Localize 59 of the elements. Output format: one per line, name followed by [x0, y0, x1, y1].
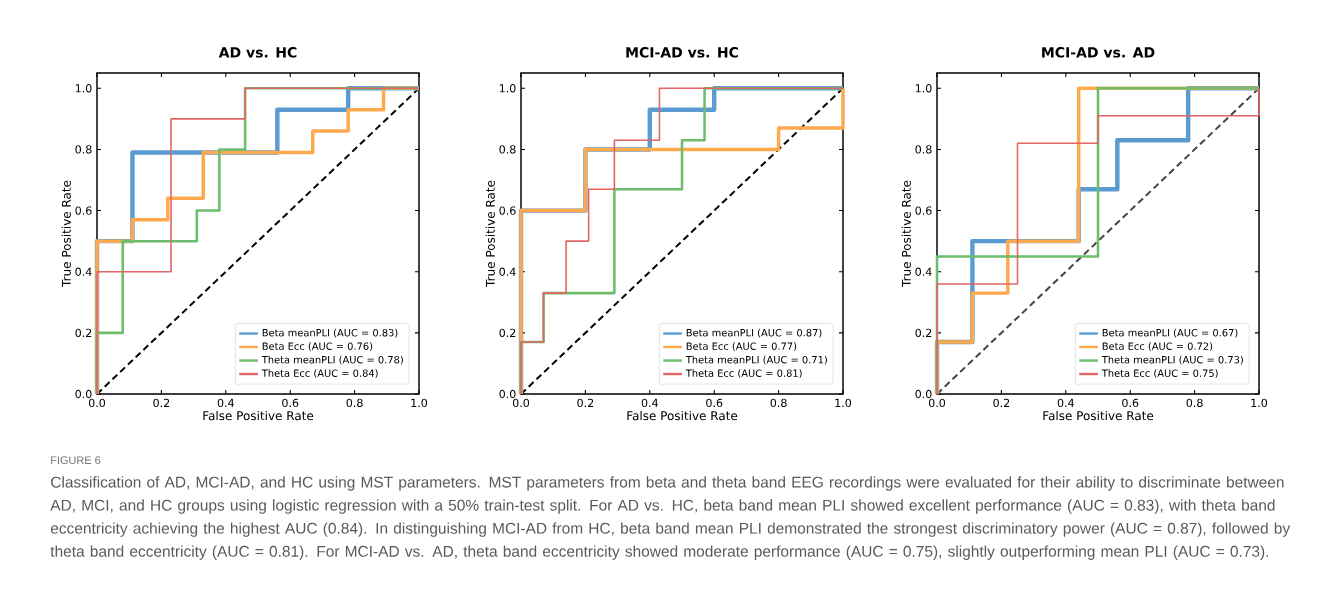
y-tick-label: 0.2: [915, 328, 932, 338]
y-tick-label: 0.4: [499, 267, 516, 276]
y-axis-title: True Positive Rate: [61, 180, 71, 287]
x-tick-label: 0.2: [153, 398, 170, 408]
x-tick-label: 0.0: [928, 398, 946, 408]
y-tick-label: 1.0: [499, 84, 516, 93]
x-axis-title: False Positive Rate: [627, 410, 738, 421]
y-tick-label: 0.6: [75, 206, 92, 215]
x-tick-label: 1.0: [1251, 398, 1268, 408]
y-tick-label: 1.0: [75, 84, 92, 93]
legend-label: Theta meanPLI (AUC = 0.73): [1101, 355, 1243, 365]
legend-label: Theta Ecc (AUC = 0.84): [261, 369, 378, 379]
legend-label: Beta meanPLI (AUC = 0.83): [262, 328, 398, 338]
x-tick-label: 0.0: [88, 398, 106, 408]
y-tick-label: 0.2: [499, 328, 516, 338]
x-tick-label: 0.4: [1057, 398, 1074, 408]
legend-label: Beta meanPLI (AUC = 0.87): [686, 328, 822, 338]
x-tick-label: 0.6: [282, 398, 299, 408]
y-tick-label: 0.6: [499, 206, 516, 215]
y-tick-label: 0.6: [915, 206, 932, 215]
y-axis-title: True Positive Rate: [901, 180, 911, 287]
y-tick-label: 0.0: [75, 389, 92, 399]
legend-label: Theta meanPLI (AUC = 0.78): [261, 355, 403, 365]
y-tick-label: 0.8: [915, 145, 932, 154]
x-tick-label: 0.8: [1186, 398, 1203, 408]
legend-label: Beta Ecc (AUC = 0.76): [262, 342, 373, 352]
text: Classification of AD, MCI-AD, and HC using MST parameters. MST parameters from beta and theta band EEG recordings were evaluated for their ability to discriminate between AD, MCI, and HC groups using logistic regression with a 50% train-test split. For AD vs. HC, beta band mean PLI showed excellent performance (AUC = 0.83), with theta band eccentricity achieving the highest AUC (0.84). In distinguishing MCI-AD from HC, beta band mean PLI demonstrated the strongest discriminatory power (AUC = 0.87), followed by theta band eccentricity (AUC = 0.81). For MCI-AD vs. AD, theta band eccentricity showed moderate performance (AUC = 0.75), slightly outperforming mean PLI (AUC = 0.73).: [50, 476, 1291, 560]
x-axis-title: False Positive Rate: [1043, 410, 1154, 421]
x-tick-label: 0.2: [993, 398, 1010, 408]
x-tick-label: 0.4: [641, 398, 658, 408]
x-tick-label: 0.8: [770, 398, 787, 408]
legend-label: Theta Ecc (AUC = 0.81): [685, 369, 802, 379]
chart-title: MCI-AD vs. AD: [1042, 47, 1155, 58]
x-tick-label: 0.8: [346, 398, 363, 408]
x-tick-label: 1.0: [835, 398, 852, 408]
x-tick-label: 0.4: [217, 398, 234, 408]
y-tick-label: 0.0: [499, 389, 516, 399]
y-tick-label: 1.0: [915, 84, 932, 93]
y-tick-label: 0.8: [499, 145, 516, 154]
x-tick-label: 0.2: [577, 398, 594, 408]
caption: FIGURE 6: [51, 456, 101, 465]
y-tick-label: 0.4: [75, 267, 92, 276]
legend-label: Beta Ecc (AUC = 0.77): [686, 342, 797, 352]
y-tick-label: 0.0: [915, 389, 932, 399]
x-tick-label: 0.6: [706, 398, 723, 408]
y-tick-label: 0.8: [75, 145, 92, 154]
chart-title: MCI-AD vs. HC: [626, 47, 739, 58]
x-tick-label: 0.6: [1122, 398, 1139, 408]
legend-label: Theta Ecc (AUC = 0.75): [1101, 369, 1218, 379]
chart-title: AD vs. HC: [218, 47, 297, 58]
y-axis-title: True Positive Rate: [485, 180, 495, 287]
x-axis-title: False Positive Rate: [203, 410, 314, 421]
legend-label: Theta meanPLI (AUC = 0.71): [685, 355, 827, 365]
y-tick-label: 0.4: [915, 267, 932, 276]
legend-label: Beta meanPLI (AUC = 0.67): [1102, 328, 1238, 338]
legend-label: Beta Ecc (AUC = 0.72): [1102, 342, 1213, 352]
y-tick-label: 0.2: [75, 328, 92, 338]
x-tick-label: 0.0: [512, 398, 530, 408]
x-tick-label: 1.0: [411, 398, 428, 408]
